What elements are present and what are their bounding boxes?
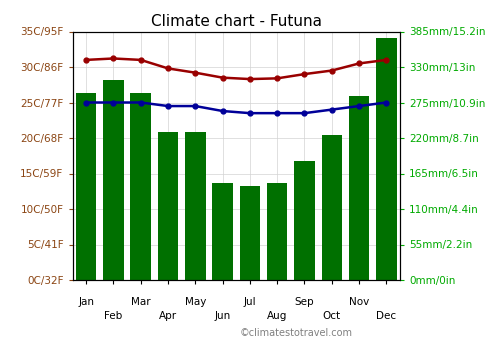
Text: Nov: Nov — [349, 297, 369, 307]
Bar — [212, 183, 233, 280]
Bar — [376, 38, 396, 280]
Text: Sep: Sep — [294, 297, 314, 307]
Bar — [322, 135, 342, 280]
Text: Aug: Aug — [267, 310, 287, 321]
Bar — [185, 132, 206, 280]
Bar — [240, 187, 260, 280]
Text: Jan: Jan — [78, 297, 94, 307]
Bar — [103, 80, 124, 280]
Bar — [76, 93, 96, 280]
Text: ©climatestotravel.com: ©climatestotravel.com — [240, 328, 353, 338]
Text: Oct: Oct — [322, 310, 341, 321]
Bar — [130, 93, 151, 280]
Bar — [267, 183, 287, 280]
Text: Feb: Feb — [104, 310, 122, 321]
Title: Climate chart - Futuna: Climate chart - Futuna — [151, 14, 322, 29]
Bar — [158, 132, 178, 280]
Text: Jul: Jul — [244, 297, 256, 307]
Text: May: May — [184, 297, 206, 307]
Bar — [294, 161, 314, 280]
Text: Dec: Dec — [376, 310, 396, 321]
Text: Jun: Jun — [214, 310, 230, 321]
Text: Apr: Apr — [159, 310, 177, 321]
Bar — [349, 96, 370, 280]
Text: Mar: Mar — [131, 297, 150, 307]
